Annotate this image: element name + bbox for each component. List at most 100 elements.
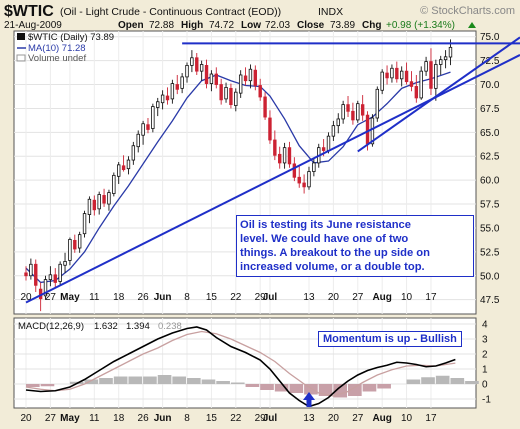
x-tick-label: 15 bbox=[206, 292, 218, 303]
candle bbox=[190, 50, 194, 73]
candle bbox=[180, 73, 184, 94]
x-tick-label: 13 bbox=[303, 292, 315, 303]
macd-histogram-bar bbox=[362, 384, 377, 392]
candle-body bbox=[219, 84, 223, 101]
candle bbox=[234, 88, 238, 112]
candle bbox=[214, 67, 218, 89]
candle-body bbox=[229, 87, 233, 106]
x-tick-label: 27 bbox=[352, 292, 364, 303]
x-tick-label: May bbox=[60, 292, 80, 303]
candle-body bbox=[136, 133, 140, 148]
candle-body bbox=[424, 61, 428, 72]
candle bbox=[68, 237, 72, 266]
candle-body bbox=[385, 72, 389, 79]
candle bbox=[199, 60, 204, 81]
candle bbox=[195, 52, 199, 75]
up-arrow-icon bbox=[302, 392, 315, 400]
candle bbox=[63, 252, 67, 273]
candle-body bbox=[370, 117, 375, 145]
candle-body bbox=[146, 124, 150, 130]
annotation-line-4: increased volume, or a double top. bbox=[240, 261, 425, 273]
candle-body bbox=[209, 73, 214, 84]
macd-x-tick-label: Jul bbox=[263, 413, 278, 424]
candle bbox=[151, 103, 155, 133]
open-label: Open bbox=[118, 20, 144, 31]
candle bbox=[409, 71, 414, 92]
x-tick-label: 29 bbox=[255, 292, 267, 303]
macd-signal-value: 1.394 bbox=[126, 321, 150, 332]
candle-body bbox=[204, 65, 209, 84]
momentum-annotation: Momentum is up - Bullish bbox=[318, 331, 462, 347]
candle-body bbox=[429, 61, 433, 89]
candle-body bbox=[165, 95, 170, 101]
y-tick-label: 52.5 bbox=[480, 247, 500, 258]
x-tick-label: 26 bbox=[138, 292, 150, 303]
candle bbox=[258, 78, 262, 101]
macd-y-tick-label: 2 bbox=[482, 350, 488, 361]
y-tick-label: 50.0 bbox=[480, 271, 500, 282]
y-tick-label: 57.5 bbox=[480, 200, 500, 211]
candle-body bbox=[234, 91, 238, 106]
x-tick-label: 8 bbox=[184, 292, 190, 303]
candle-body bbox=[248, 68, 253, 82]
price-legend: $WTIC (Daily) 73.89 MA(10) 71.28 Volume … bbox=[16, 32, 114, 64]
candle-body bbox=[346, 104, 350, 112]
macd-histogram-bar bbox=[128, 376, 143, 384]
macd-hist-value: 0.238 bbox=[158, 321, 182, 332]
symbol-title: $WTIC bbox=[4, 3, 54, 20]
candle-body bbox=[214, 73, 218, 85]
macd-histogram-bar bbox=[435, 375, 450, 384]
macd-histogram-bar bbox=[318, 384, 333, 396]
macd-histogram-bar bbox=[216, 381, 230, 384]
candle-body bbox=[399, 70, 404, 80]
legend-price: $WTIC (Daily) 73.89 bbox=[28, 32, 114, 43]
macd-y-tick-label: 3 bbox=[482, 335, 488, 346]
candle bbox=[102, 188, 106, 207]
macd-histogram-bar bbox=[421, 377, 435, 384]
candle bbox=[429, 48, 433, 96]
candle bbox=[170, 79, 175, 104]
macd-x-tick-label: 27 bbox=[352, 413, 364, 424]
candle-body bbox=[175, 84, 179, 90]
macd-histogram-bar bbox=[172, 376, 187, 384]
candle-body bbox=[43, 279, 48, 297]
x-tick-label: Aug bbox=[372, 292, 391, 303]
annotation-line-2: level. We could have one of two bbox=[240, 233, 409, 245]
trendline bbox=[357, 36, 520, 153]
candle bbox=[414, 74, 419, 103]
macd-histogram-bar bbox=[260, 384, 274, 390]
macd-x-tick-label: 18 bbox=[113, 413, 125, 424]
candle-body bbox=[224, 87, 228, 100]
watermark: © StockCharts.com bbox=[420, 5, 515, 17]
macd-histogram-bar bbox=[289, 384, 304, 393]
candle-body bbox=[414, 86, 419, 99]
candle-body bbox=[404, 70, 409, 83]
candle bbox=[282, 142, 287, 169]
candle bbox=[77, 231, 82, 253]
candle bbox=[48, 266, 53, 287]
candle-body bbox=[97, 194, 101, 210]
candle bbox=[268, 110, 272, 144]
x-tick-label: Jul bbox=[263, 292, 278, 303]
candle-body bbox=[336, 118, 340, 127]
y-tick-label: 65.0 bbox=[480, 128, 500, 139]
candle bbox=[248, 64, 253, 89]
candle bbox=[224, 82, 228, 103]
x-tick-label: 18 bbox=[113, 292, 125, 303]
macd-histogram-bar bbox=[460, 380, 465, 384]
macd-histogram-bar bbox=[230, 382, 245, 384]
candle-body bbox=[258, 85, 262, 98]
candle bbox=[165, 87, 170, 105]
candle-body bbox=[24, 272, 28, 277]
candle-body bbox=[253, 69, 258, 86]
candle bbox=[375, 86, 379, 122]
candle-body bbox=[63, 261, 67, 266]
candle-body bbox=[34, 263, 38, 286]
macd-y-tick-label: 1 bbox=[482, 365, 488, 376]
candle bbox=[229, 83, 233, 109]
candle bbox=[141, 120, 145, 145]
candle-body bbox=[112, 174, 116, 194]
candle bbox=[160, 90, 165, 110]
candle bbox=[419, 66, 423, 100]
candle-body bbox=[156, 101, 160, 108]
